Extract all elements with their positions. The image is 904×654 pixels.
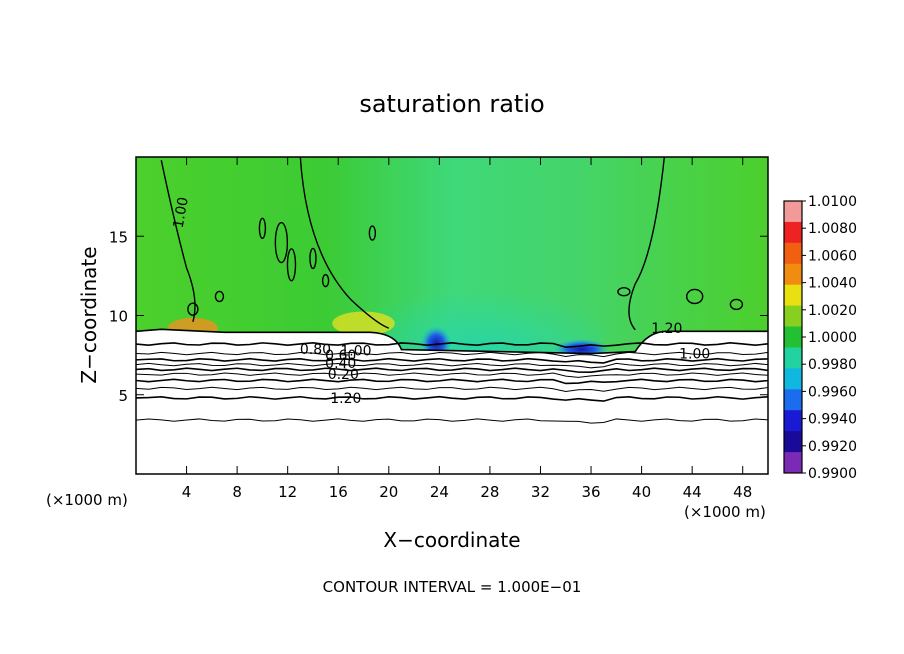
contour-label: 1.20	[330, 391, 361, 407]
closed-contour	[309, 247, 317, 270]
contour-label: 0.20	[328, 367, 359, 383]
y-axis-label: Z−coordinate	[77, 246, 101, 383]
colorbar-label: 0.9940	[808, 412, 857, 428]
x-tick-label: 8	[232, 483, 242, 501]
colorbar-swatch	[784, 368, 802, 390]
colorbar-label: 1.0100	[808, 194, 857, 210]
chart-title: saturation ratio	[359, 90, 544, 118]
contour-interval-note: CONTOUR INTERVAL = 1.000E−01	[323, 578, 582, 596]
x-tick-label: 36	[581, 483, 600, 501]
closed-contour	[187, 302, 199, 316]
colorbar-label: 0.9900	[808, 466, 857, 482]
colorbar-label: 1.0040	[808, 276, 857, 292]
contour-line	[136, 351, 768, 358]
x-tick-label: 28	[480, 483, 499, 501]
closed-contour	[617, 287, 631, 297]
contour-line	[136, 395, 768, 402]
contour-label: 1.20	[651, 321, 682, 337]
colorbar-swatch	[784, 431, 802, 453]
contour-label: 1.00	[340, 343, 371, 359]
colorbar-label: 1.0020	[808, 303, 857, 319]
closed-contour	[321, 273, 330, 288]
closed-contour	[729, 298, 744, 311]
plot-area: 1.00 1.20 1.00 0.800.600.400.20 1.20 1.00	[136, 157, 768, 474]
colorbar-swatch	[784, 389, 802, 411]
colorbar-label: 1.0080	[808, 221, 857, 237]
x-tick-label: 44	[683, 483, 702, 501]
contour-label: 0.40	[325, 356, 356, 372]
x-tick-label: 20	[379, 483, 398, 501]
x-tick-label: 16	[329, 483, 348, 501]
contour-line-top	[136, 328, 768, 355]
contour-label: 1.00	[679, 347, 710, 363]
closed-contour	[685, 288, 704, 305]
closed-contour	[286, 248, 297, 282]
contour-line	[136, 342, 768, 348]
x-axis: 4 8 12 16 20 24 28 32 36 40 44 48	[182, 157, 752, 501]
colorbar-label: 0.9960	[808, 384, 857, 400]
colorbar: 1.0100 1.0080 1.0060 1.0040 1.0020 1.0000 0.99…	[783, 194, 857, 482]
contour-line	[136, 386, 768, 393]
contour-line	[136, 367, 768, 374]
x-tick-label: 32	[531, 483, 550, 501]
y-axis: 5 10 15	[109, 228, 768, 405]
field-anomaly-2	[332, 311, 395, 336]
colorbar-label: 0.9980	[808, 357, 857, 373]
colorbar-swatch	[784, 284, 802, 307]
contour-line	[136, 378, 768, 385]
colorbar-swatch	[784, 263, 802, 286]
contour-line	[136, 362, 768, 369]
contour-line	[136, 357, 768, 364]
x-tick-label: 48	[733, 483, 752, 501]
y-tick-label: 10	[109, 308, 128, 326]
x-axis-label: X−coordinate	[383, 528, 520, 552]
field-anomaly-0	[420, 322, 452, 358]
x-unit-right: (×1000 m)	[684, 503, 766, 521]
x-unit-left: (×1000 m)	[46, 491, 128, 509]
contour-label: 0.80	[300, 342, 331, 358]
closed-contour	[258, 217, 267, 240]
colorbar-swatch	[784, 221, 802, 244]
colorbar-label: 1.0060	[808, 248, 857, 264]
colorbar-swatch	[784, 305, 802, 328]
x-tick-label: 40	[632, 483, 651, 501]
colorbar-swatch	[784, 201, 802, 223]
colorbar-swatch	[784, 452, 802, 474]
contour-line-upper-right	[628, 157, 666, 331]
colorbar-swatch	[784, 410, 802, 432]
colorbar-label: 0.9920	[808, 439, 857, 455]
colorbar-swatch	[784, 326, 802, 348]
contour-line-upper-center	[299, 157, 390, 329]
contour-line-upper-left	[160, 160, 196, 323]
closed-contour	[214, 290, 225, 303]
x-tick-label: 24	[430, 483, 449, 501]
contour-line	[136, 418, 768, 424]
contour-line	[136, 372, 768, 378]
y-tick-label: 15	[109, 228, 128, 246]
colorbar-swatch	[784, 347, 802, 369]
contour-label: 1.00	[171, 196, 192, 229]
colorbar-swatch	[784, 242, 802, 265]
y-tick-label: 5	[118, 387, 128, 405]
x-tick-label: 12	[278, 483, 297, 501]
closed-contour	[368, 225, 377, 241]
colorbar-label: 1.0000	[808, 330, 857, 346]
x-tick-label: 4	[182, 483, 192, 501]
contour-label: 0.60	[325, 348, 356, 364]
closed-contour	[274, 221, 289, 264]
